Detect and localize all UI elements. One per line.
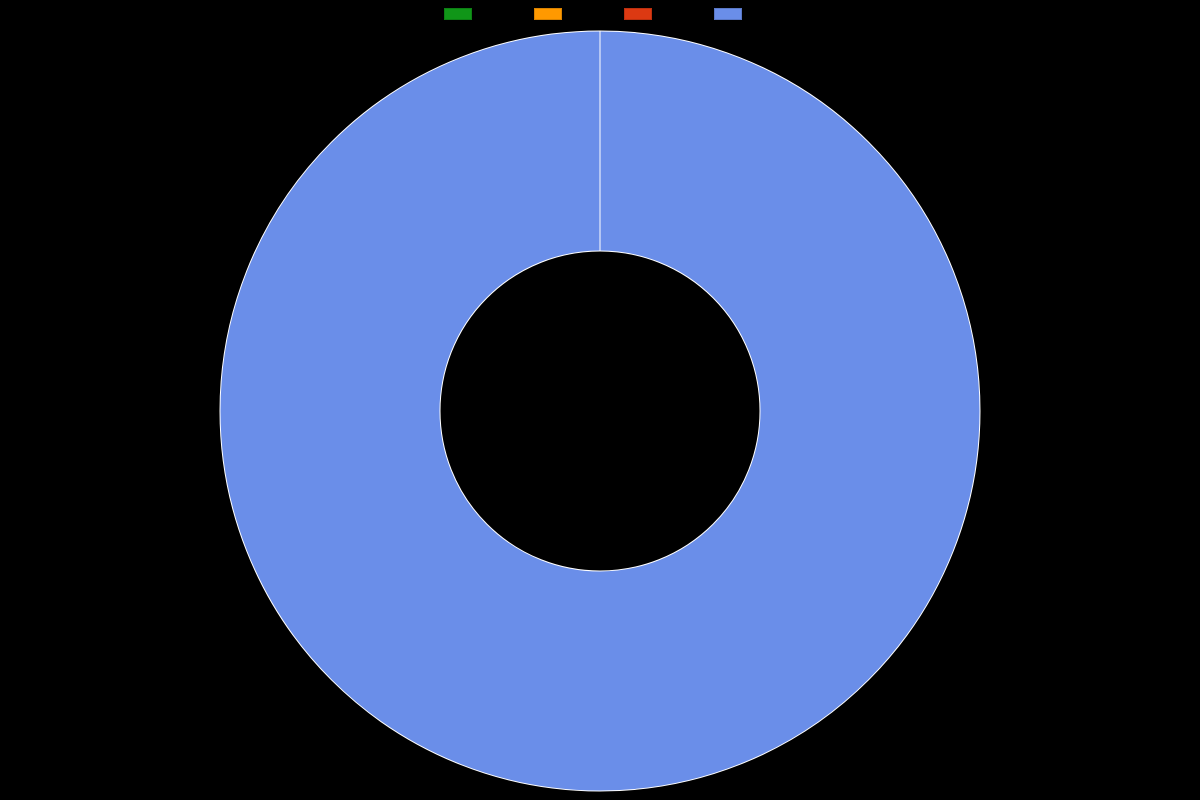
donut-chart bbox=[0, 22, 1200, 800]
donut-svg bbox=[0, 22, 1200, 800]
legend-swatch-3 bbox=[714, 8, 742, 20]
legend-item-2[interactable] bbox=[624, 8, 666, 20]
legend-item-0[interactable] bbox=[444, 8, 486, 20]
legend-item-3[interactable] bbox=[714, 8, 756, 20]
chart-legend bbox=[0, 8, 1200, 20]
legend-swatch-0 bbox=[444, 8, 472, 20]
legend-item-1[interactable] bbox=[534, 8, 576, 20]
legend-swatch-2 bbox=[624, 8, 652, 20]
legend-swatch-1 bbox=[534, 8, 562, 20]
